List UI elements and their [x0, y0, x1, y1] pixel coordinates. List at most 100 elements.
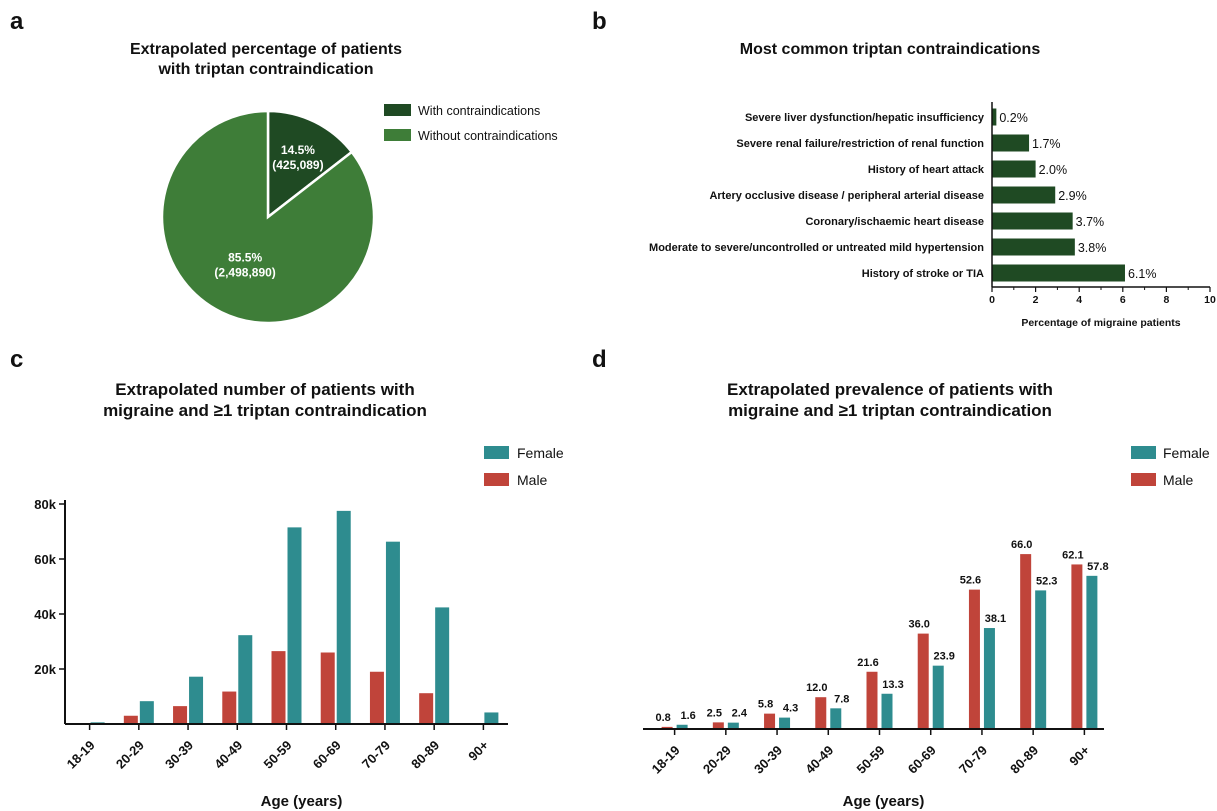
bar-male	[369, 671, 384, 724]
bar-female	[336, 510, 351, 724]
bar-value-label: 2.9%	[1058, 189, 1087, 203]
legend-label: Without contraindications	[418, 129, 558, 143]
data-label-male: 66.0	[1011, 539, 1032, 551]
pie-slice-count-label: (425,089)	[272, 158, 323, 172]
panel-letter-a: a	[10, 8, 24, 35]
bar-value-label: 1.7%	[1032, 137, 1061, 151]
bar-male	[123, 715, 138, 724]
category-label: Artery occlusive disease / peripheral ar…	[709, 190, 984, 202]
x-tick-label: 0	[989, 294, 995, 306]
x-tick-label: 6	[1120, 294, 1126, 306]
x-tick-label: 30-39	[751, 743, 785, 777]
data-label-male: 12.0	[806, 682, 827, 694]
bar-male	[222, 691, 237, 724]
category-label: Moderate to severe/uncontrolled or untre…	[649, 242, 984, 254]
data-label-female: 1.6	[680, 710, 695, 722]
category-label: Severe renal failure/restriction of rena…	[736, 138, 984, 150]
bar-female	[385, 541, 400, 724]
bar-male	[712, 722, 724, 729]
pie-slice-count-label: (2,498,890)	[214, 266, 275, 280]
bar-male	[661, 726, 673, 729]
bar-male	[1020, 554, 1032, 729]
bar-female	[830, 708, 842, 729]
bar-male	[173, 706, 188, 724]
data-label-female: 2.4	[732, 708, 748, 720]
x-tick-label: 50-59	[854, 743, 888, 777]
y-tick-label: 80k	[34, 497, 56, 512]
category-label: History of stroke or TIA	[862, 268, 984, 280]
legend-swatch	[1131, 473, 1156, 486]
x-tick-label: 20-29	[700, 743, 734, 777]
bar-female	[287, 527, 302, 724]
x-tick-label: 8	[1163, 294, 1169, 306]
x-tick-label: 4	[1076, 294, 1082, 306]
data-label-male: 52.6	[960, 575, 981, 587]
bar-female	[435, 607, 450, 724]
data-label-female: 7.8	[834, 693, 849, 705]
bar-female	[727, 722, 739, 729]
data-label-female: 13.3	[882, 679, 903, 691]
bar-male	[917, 633, 929, 729]
data-label-female: 57.8	[1087, 561, 1108, 573]
legend-label: Female	[1163, 445, 1210, 461]
x-axis-title: Percentage of migraine patients	[1021, 317, 1180, 329]
bar-value-label: 2.0%	[1039, 163, 1068, 177]
panel-letter-b: b	[592, 8, 607, 35]
legend-label: With contraindications	[418, 104, 540, 118]
pie-slice-percent-label: 85.5%	[228, 251, 262, 265]
bar-male	[1071, 564, 1083, 729]
bar	[992, 212, 1073, 230]
legend-swatch	[484, 473, 509, 486]
bar-female	[881, 693, 893, 729]
bar-female	[1086, 575, 1098, 729]
x-tick-label: 70-79	[956, 743, 990, 777]
data-label-female: 52.3	[1036, 575, 1057, 587]
bar-male	[271, 651, 286, 724]
bar-chart-b-title: Most common triptan contraindications	[739, 41, 1041, 58]
category-label: Coronary/ischaemic heart disease	[805, 216, 984, 228]
bar-male	[764, 713, 776, 729]
bar-female	[189, 676, 204, 724]
bar-female	[139, 701, 154, 724]
bar-female	[779, 717, 791, 729]
bar-chart-d-title: Extrapolated prevalence of patients with…	[727, 380, 1053, 420]
category-label: History of heart attack	[868, 164, 985, 176]
bar	[992, 108, 997, 126]
bar-male	[320, 652, 335, 724]
bar-value-label: 6.1%	[1128, 267, 1157, 281]
pie-chart-title: Extrapolated percentage of patients with …	[129, 41, 403, 78]
x-axis-title: Age (years)	[843, 793, 925, 810]
panel-letter-c: c	[10, 346, 24, 373]
legend-label: Female	[517, 445, 564, 461]
pie-slice	[160, 109, 376, 325]
x-tick-label: 90+	[1066, 742, 1092, 768]
legend-swatch	[384, 129, 411, 141]
bar	[992, 186, 1056, 204]
bar-female	[484, 712, 499, 724]
data-label-male: 2.5	[707, 707, 722, 719]
pie-slice-percent-label: 14.5%	[281, 143, 315, 157]
x-tick-label: 2	[1033, 294, 1039, 306]
bar-chart-c-title: Extrapolated number of patients with migr…	[103, 380, 427, 420]
panel-letter-d: d	[592, 346, 607, 373]
x-tick-label: 60-69	[905, 743, 939, 777]
legend-swatch	[384, 104, 411, 116]
bar-value-label: 3.7%	[1076, 215, 1105, 229]
data-label-male: 36.0	[909, 619, 930, 631]
x-tick-label: 80-89	[1007, 743, 1041, 777]
legend-swatch	[1131, 446, 1156, 459]
bar-value-label: 0.2%	[999, 111, 1028, 125]
bar-female	[932, 665, 944, 729]
bar-male	[866, 671, 878, 729]
bar-female	[238, 635, 253, 724]
y-tick-label: 60k	[34, 552, 56, 567]
pie-slice	[266, 109, 354, 220]
data-label-female: 4.3	[783, 703, 798, 715]
bar	[992, 264, 1125, 282]
bar-male	[815, 697, 827, 729]
y-tick-label: 20k	[34, 662, 56, 677]
data-label-female: 38.1	[985, 613, 1006, 625]
